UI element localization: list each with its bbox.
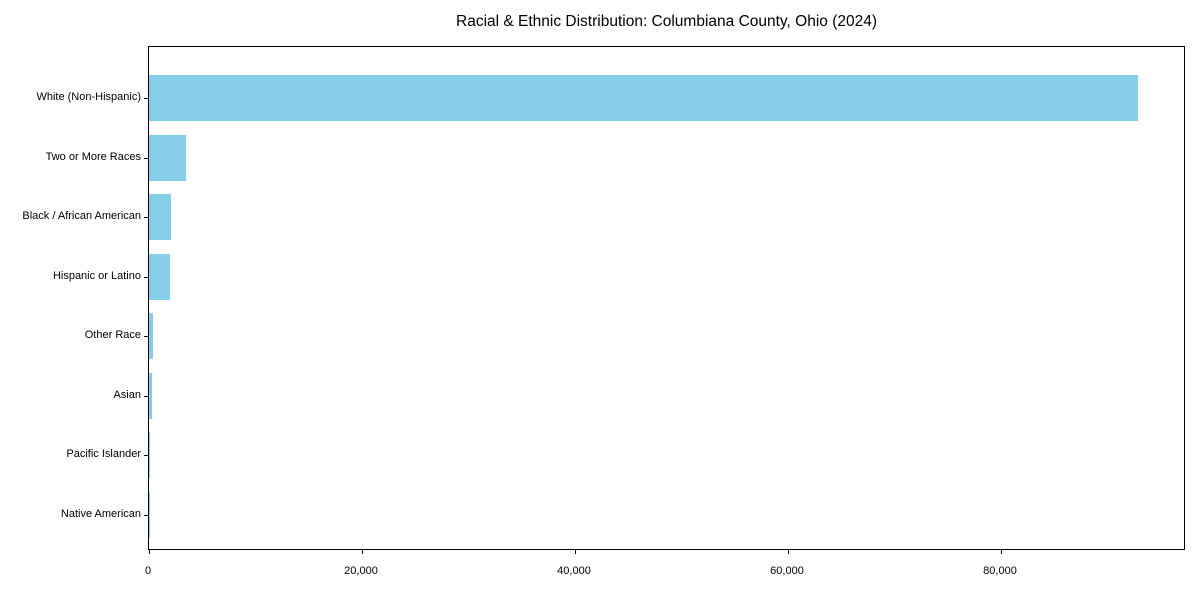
bar-white-non-hispanic: [149, 75, 1139, 121]
x-tick: [575, 550, 576, 554]
y-axis-label-hispanic-or-latino: Hispanic or Latino: [52, 269, 141, 282]
bar-hispanic-or-latino: [149, 253, 171, 300]
y-tick: [144, 157, 148, 159]
bar-other-race: [149, 313, 154, 360]
y-axis-label-asian: Asian: [113, 388, 141, 401]
x-tick-label-80000: 80,000: [983, 565, 1017, 577]
y-tick: [144, 395, 148, 397]
plot-area: [144, 46, 1185, 554]
x-tick-label-60000: 60,000: [770, 565, 804, 577]
y-tick: [144, 336, 148, 338]
y-axis-label-pacific-islander: Pacific Islander: [66, 448, 141, 461]
x-tick: [1001, 550, 1002, 554]
y-tick: [144, 514, 148, 516]
y-tick: [144, 455, 148, 457]
x-tick: [149, 550, 150, 554]
x-tick-label-40000: 40,000: [557, 565, 591, 577]
x-tick: [362, 550, 363, 554]
y-tick: [144, 276, 148, 278]
y-tick: [144, 217, 148, 219]
y-axis-label-native-american: Native American: [60, 507, 141, 520]
y-axis-label-black-african-american: Black / African American: [22, 210, 141, 223]
x-tick-label-20000: 20,000: [344, 565, 378, 577]
x-tick: [788, 550, 789, 554]
chart-title: Racial & Ethnic Distribution: Columbiana…: [456, 13, 877, 30]
x-tick-label-0: 0: [144, 565, 152, 577]
y-axis-label-white-non-hispanic: White (Non-Hispanic): [36, 91, 141, 103]
y-axis-label-two-or-more-races: Two or More Races: [45, 150, 141, 163]
y-tick: [144, 98, 148, 99]
y-axis-label-other-race: Other Race: [84, 329, 141, 342]
y-axis-labels: White (Non-Hispanic) Two or More Races Bla…: [0, 0, 141, 600]
bar-asian: [149, 372, 153, 419]
bar-two-or-more-races: [149, 134, 187, 181]
bar-black-african-american: [149, 194, 171, 241]
